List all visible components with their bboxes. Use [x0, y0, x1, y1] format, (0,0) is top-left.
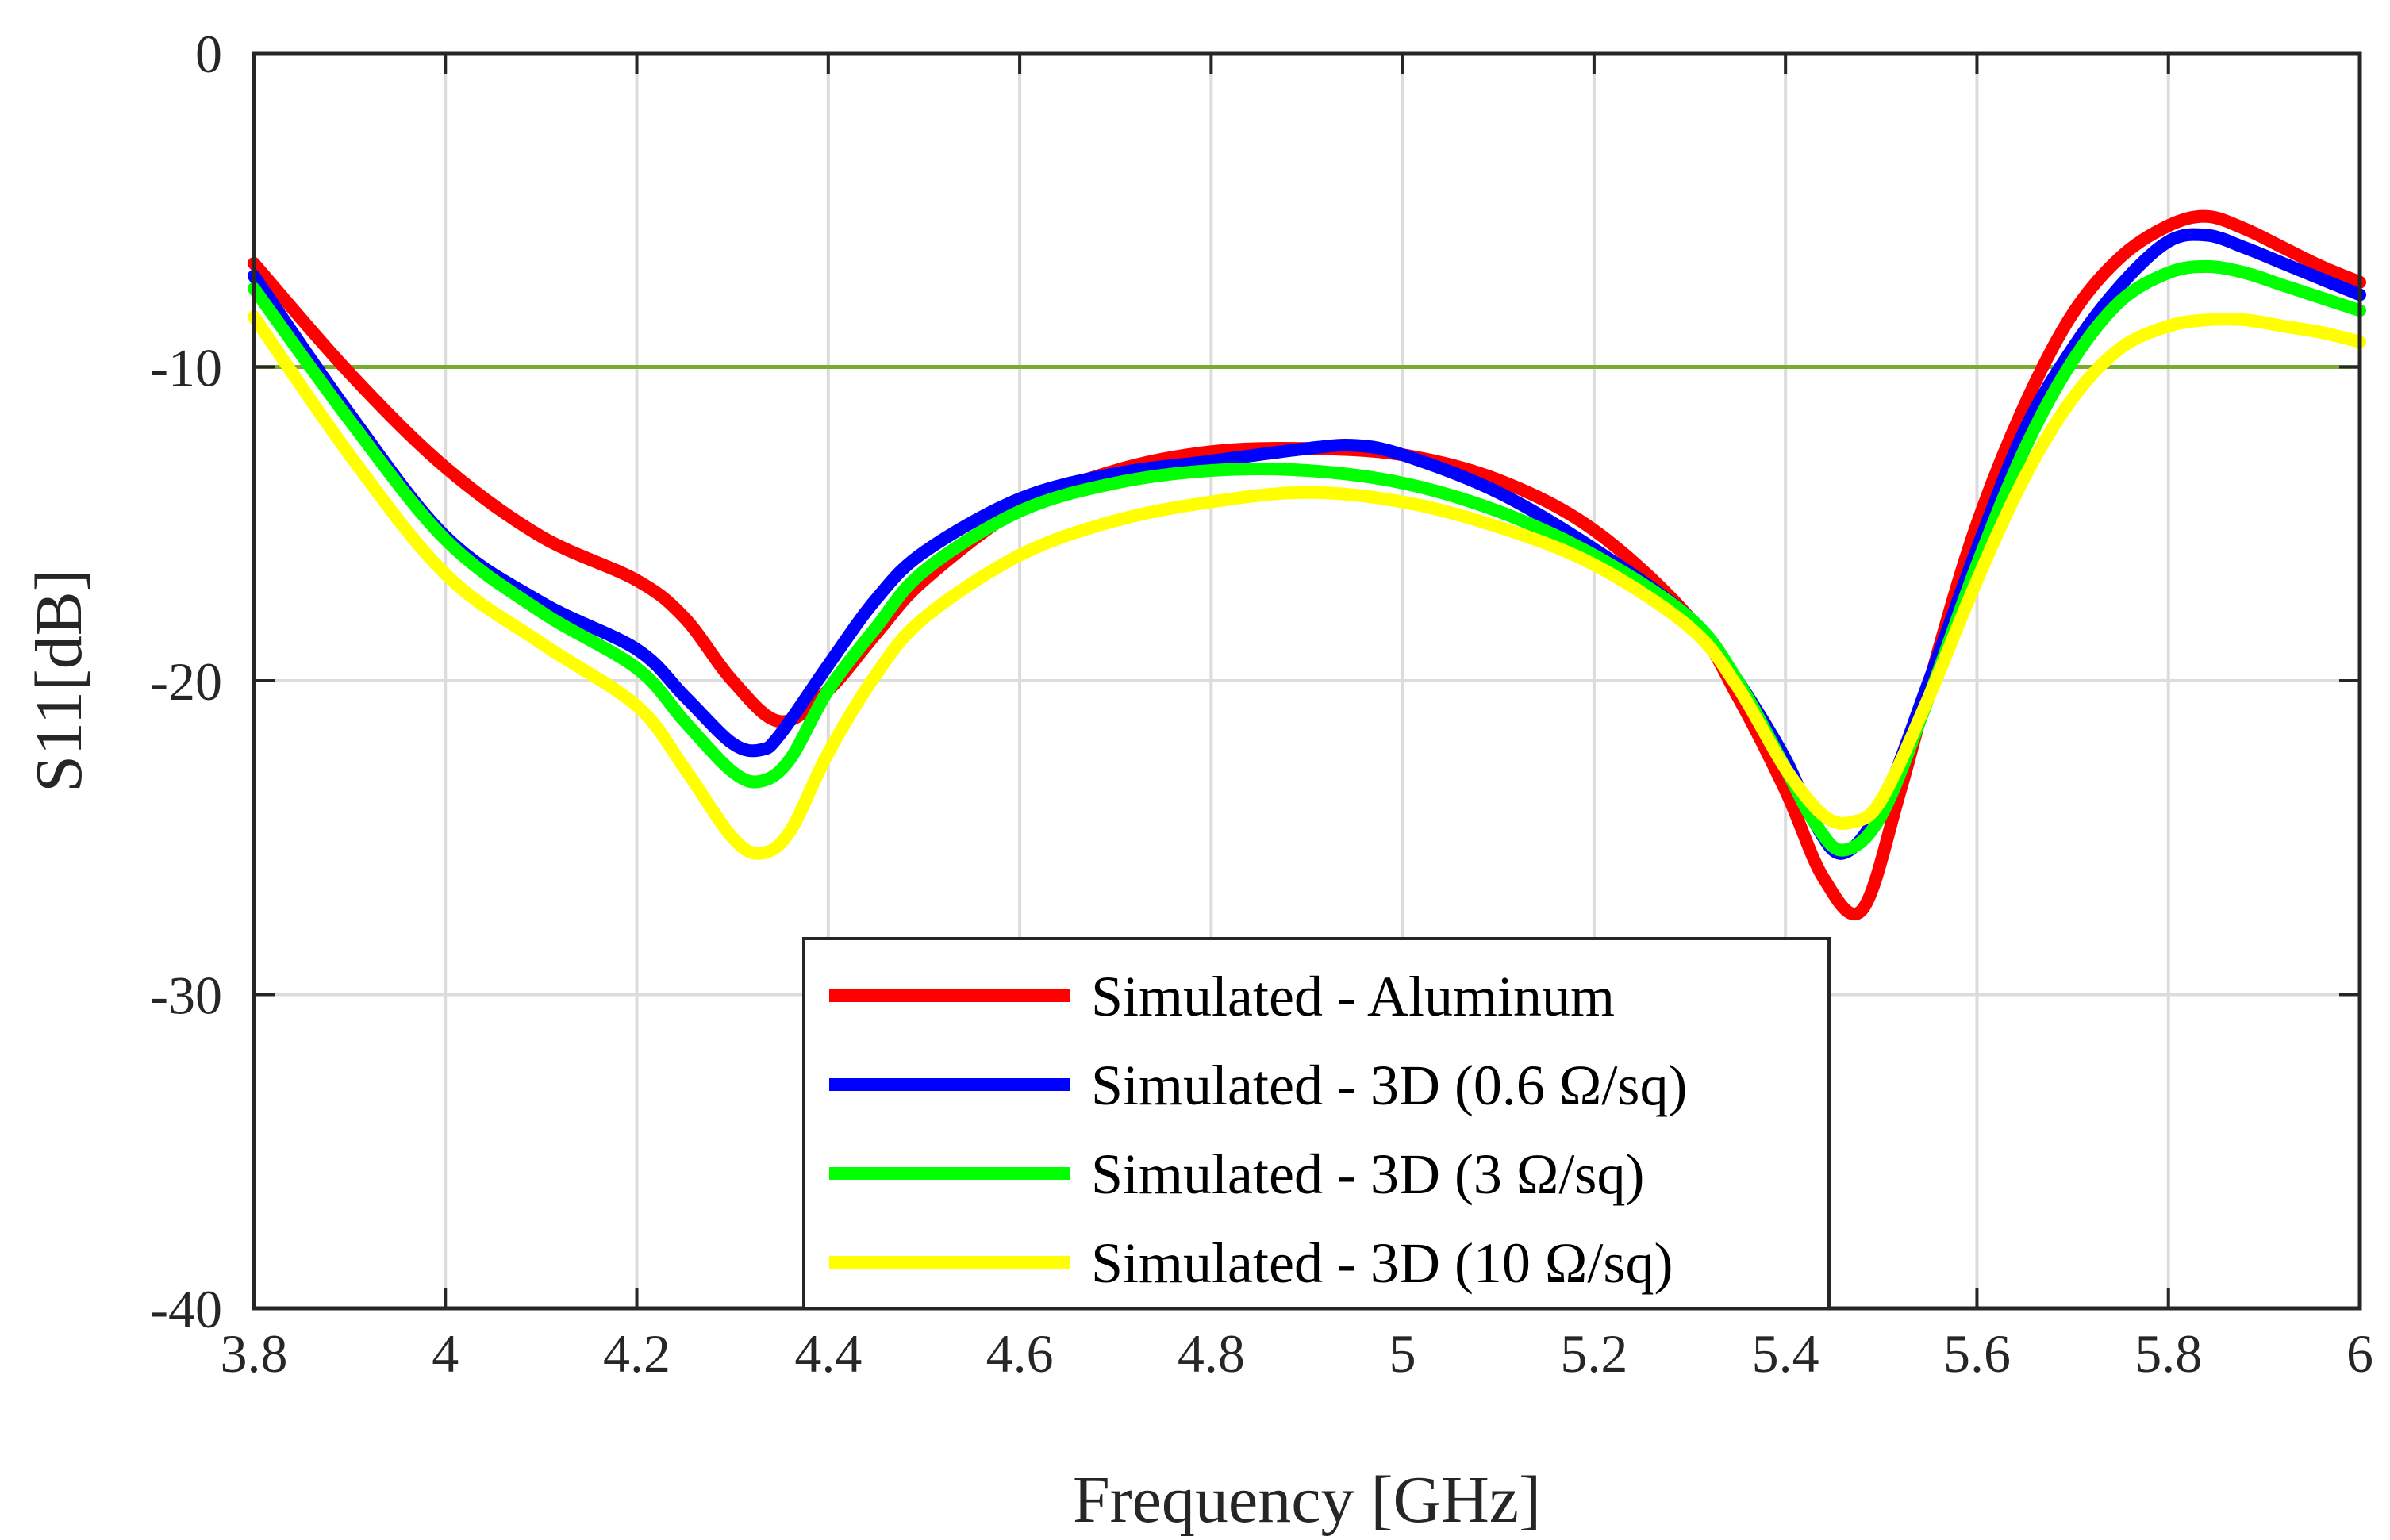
x-tick-label: 5.2 — [1560, 1323, 1627, 1384]
series-line-simulated-3d-0-6-sq — [248, 228, 2366, 860]
series-line-simulated-3d-10-sq — [248, 310, 2366, 860]
x-tick-label: 3.8 — [221, 1323, 288, 1384]
series-line-simulated-aluminum — [248, 209, 2366, 920]
x-tick-label: 4.8 — [1178, 1323, 1245, 1384]
x-tick-label: 5.4 — [1752, 1323, 1819, 1384]
y-tick-label: -40 — [150, 1279, 222, 1339]
y-tick-label: -10 — [150, 338, 222, 398]
y-tick-label: 0 — [195, 24, 222, 84]
x-tick-label: 4 — [432, 1323, 459, 1384]
x-tick-label: 4.4 — [794, 1323, 862, 1384]
x-tick-label: 5.8 — [2134, 1323, 2202, 1384]
x-tick-label: 6 — [2346, 1323, 2373, 1384]
x-tick-label: 4.6 — [986, 1323, 1054, 1384]
x-tick-label: 5 — [1389, 1323, 1416, 1384]
series-line-simulated-3d-3-sq — [248, 259, 2366, 857]
legend: Simulated - Aluminum Simulated - 3D (0.6 … — [802, 937, 1831, 1310]
x-tick-label: 5.6 — [1943, 1323, 2011, 1384]
x-tick-label: 4.2 — [603, 1323, 671, 1384]
series-lines — [248, 209, 2366, 920]
legend-label-simulated-3d-3-sq: Simulated - 3D (3 Ω/sq) — [1091, 1143, 1644, 1206]
legend-label-simulated-3d-10-sq: Simulated - 3D (10 Ω/sq) — [1091, 1231, 1673, 1295]
y-tick-label: -30 — [150, 966, 222, 1026]
legend-label-simulated-aluminum: Simulated - Aluminum — [1091, 965, 1615, 1028]
y-axis-label: S11[dB] — [22, 569, 96, 793]
legend-label-simulated-3d-0-6-sq: Simulated - 3D (0.6 Ω/sq) — [1091, 1054, 1687, 1117]
x-axis-label: Frequency [GHz] — [1073, 1463, 1541, 1537]
y-tick-labels: 0 -10 -20 -30 -40 — [150, 24, 222, 1339]
y-tick-label: -20 — [150, 651, 222, 712]
x-tick-labels: 3.8 4 4.2 4.4 4.6 4.8 5 5.2 5.4 5.6 5.8 6 — [221, 1323, 2374, 1384]
